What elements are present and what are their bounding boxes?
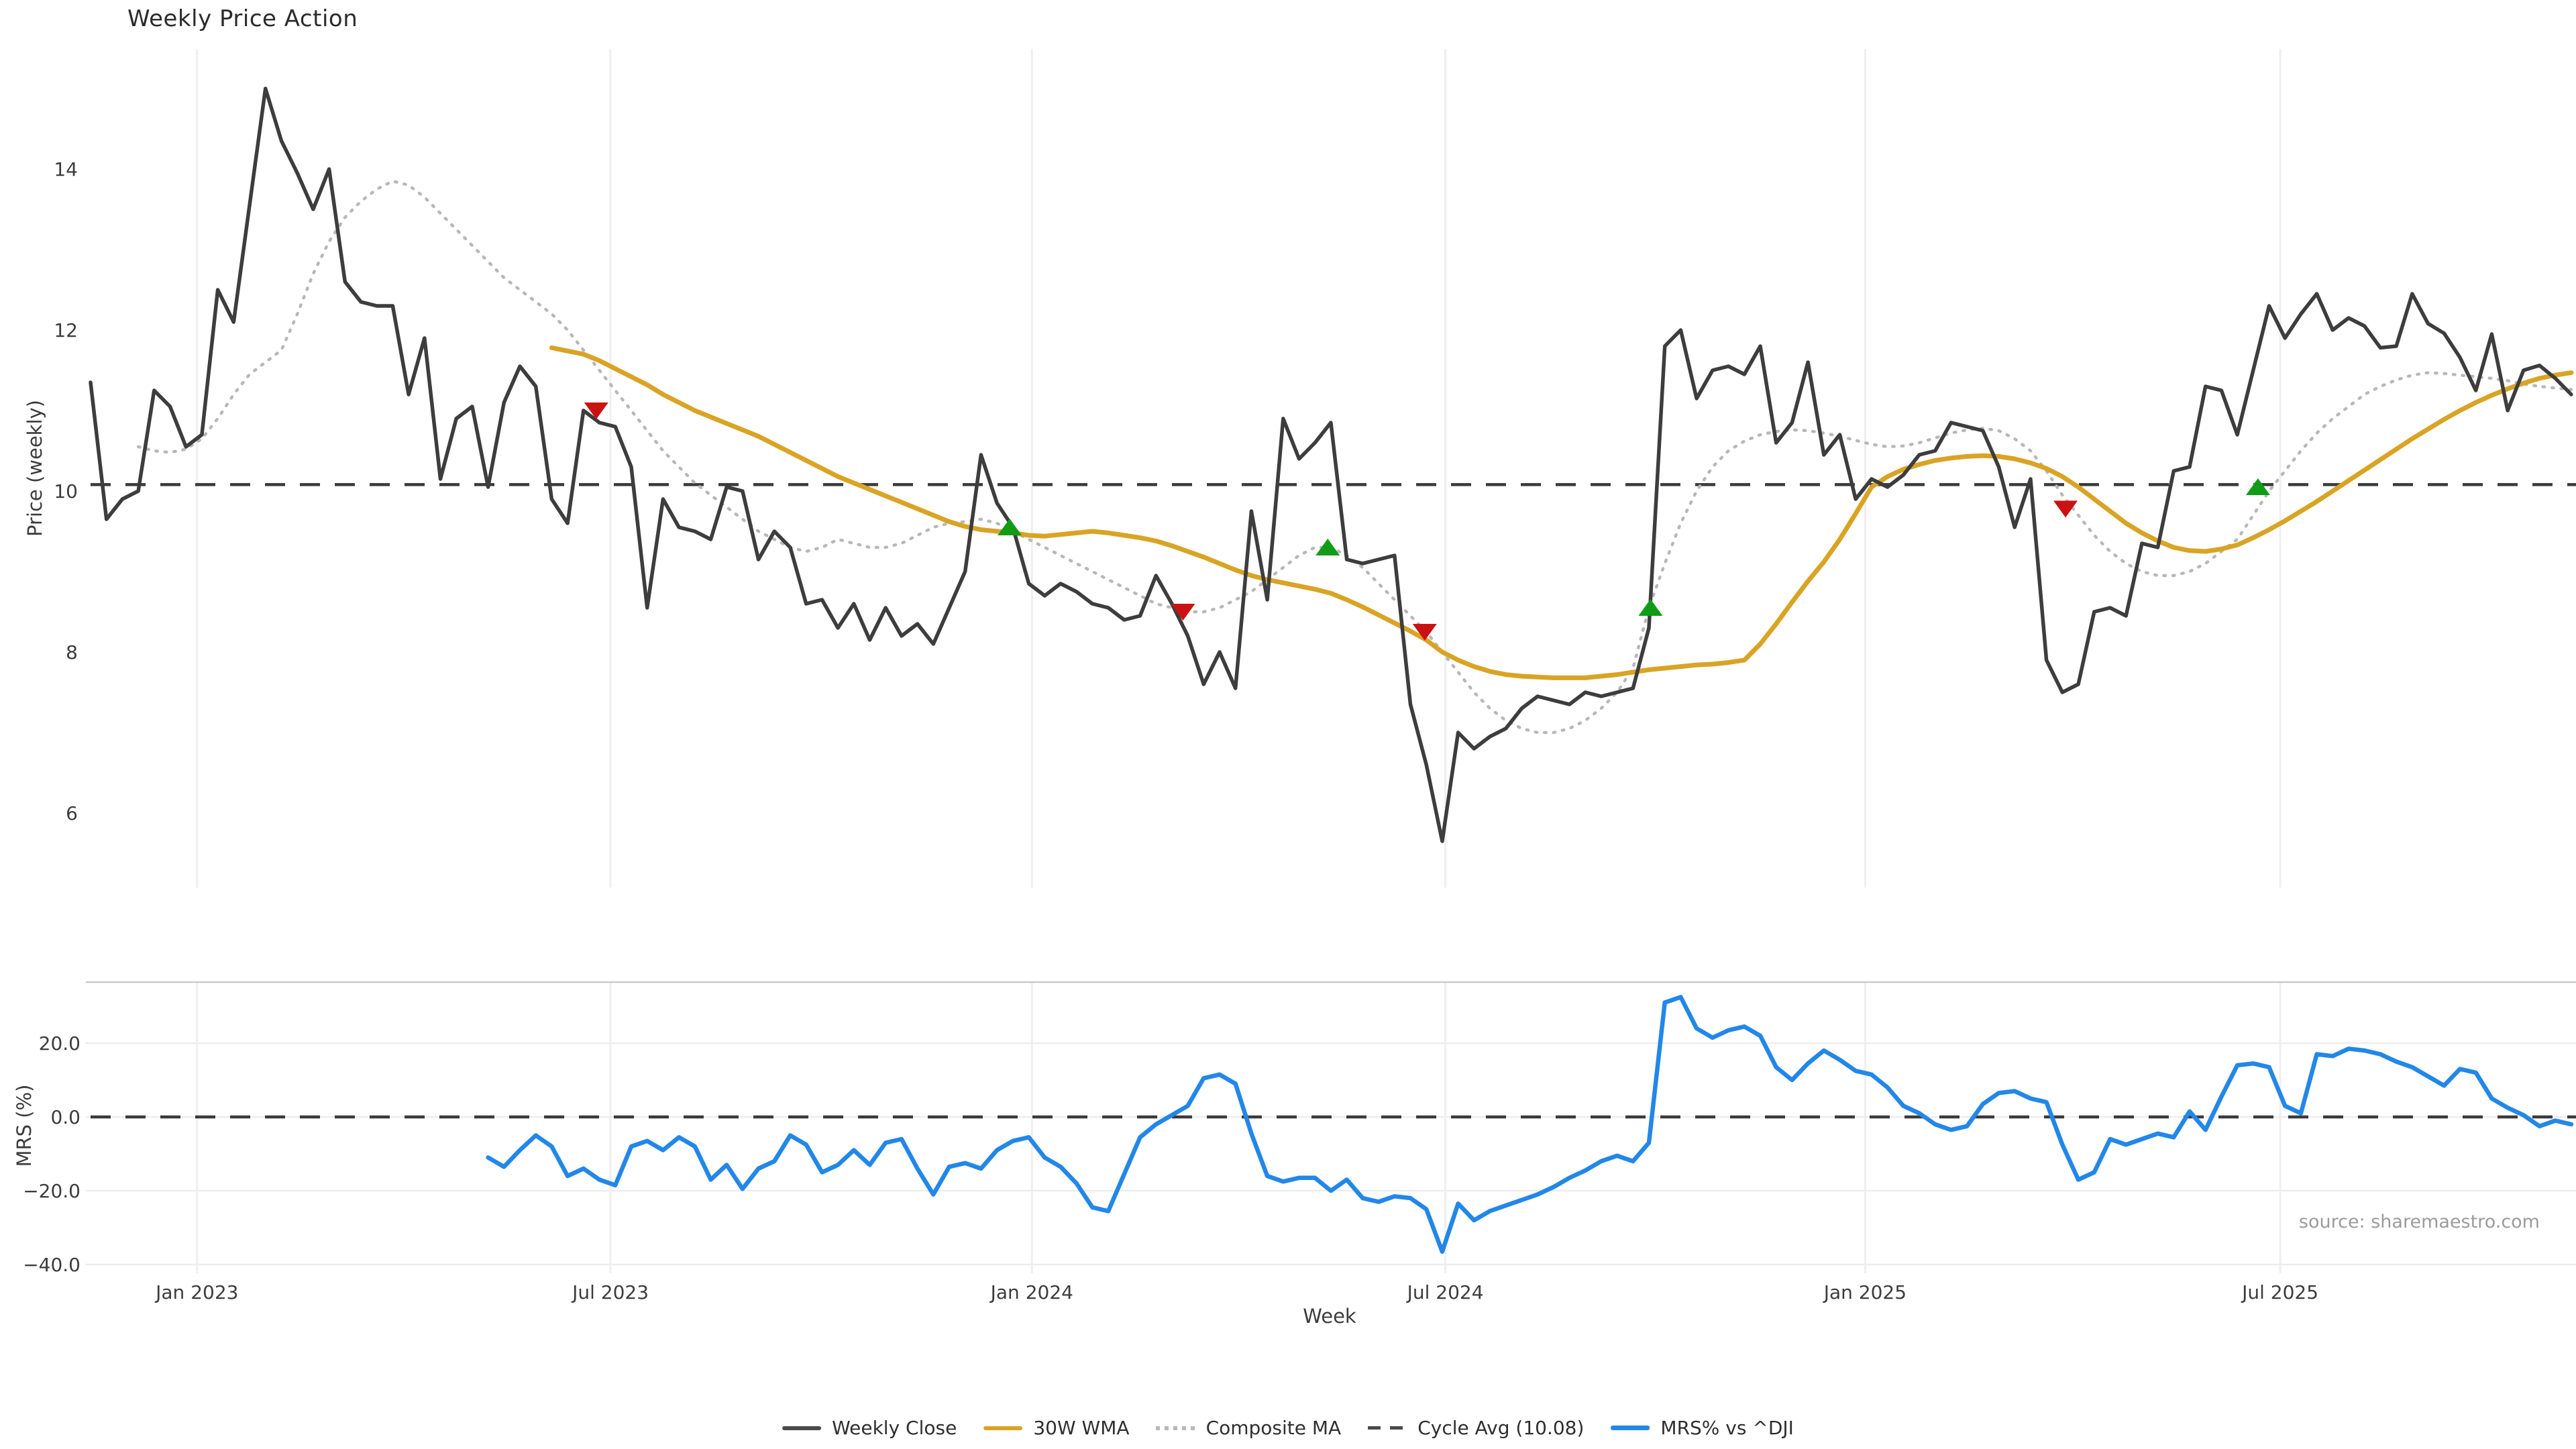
svg-text:Jan 2023: Jan 2023	[154, 1281, 238, 1303]
buy-signal-marker	[1638, 599, 1663, 616]
svg-text:Jul 2023: Jul 2023	[571, 1281, 649, 1303]
week-axis-label: Week	[1303, 1305, 1356, 1328]
sell-signal-marker	[584, 402, 608, 419]
legend-item-weekly-close: Weekly Close	[782, 1417, 957, 1439]
legend-label: 30W WMA	[1033, 1417, 1130, 1439]
buy-signal-marker	[2245, 478, 2270, 495]
legend-label: MRS% vs ^DJI	[1660, 1417, 1794, 1439]
buy-signal-marker	[1316, 539, 1340, 555]
legend-item-cycle-avg: Cycle Avg (10.08)	[1368, 1417, 1584, 1439]
sell-signal-marker	[1412, 624, 1437, 641]
svg-text:−20.0: −20.0	[23, 1180, 80, 1202]
svg-text:0.0: 0.0	[50, 1106, 80, 1128]
legend-label: Cycle Avg (10.08)	[1417, 1417, 1585, 1439]
svg-text:Jan 2025: Jan 2025	[1823, 1281, 1907, 1303]
sell-signal-marker	[1171, 604, 1195, 621]
legend-item-composite-ma: Composite MA	[1156, 1417, 1342, 1439]
price-axis-label: Price (weekly)	[23, 399, 46, 537]
svg-text:Jul 2024: Jul 2024	[1406, 1281, 1484, 1303]
wma-line-swatch-icon	[983, 1426, 1023, 1430]
source-credit: source: sharemaestro.com	[2298, 1212, 2540, 1232]
svg-text:Jan 2024: Jan 2024	[989, 1281, 1073, 1303]
svg-text:20.0: 20.0	[39, 1032, 80, 1055]
legend-label: Weekly Close	[832, 1417, 957, 1439]
svg-text:14: 14	[54, 158, 78, 180]
legend: Weekly Close 30W WMA Composite MA Cycle …	[782, 1417, 1794, 1439]
buy-signal-marker	[998, 519, 1022, 535]
legend-item-mrs: MRS% vs ^DJI	[1611, 1417, 1794, 1439]
mrs-axis-label: MRS (%)	[13, 1084, 36, 1167]
svg-text:10: 10	[54, 480, 78, 502]
svg-text:Jul 2025: Jul 2025	[2241, 1281, 2318, 1303]
legend-label: Composite MA	[1205, 1417, 1342, 1439]
svg-text:6: 6	[66, 802, 78, 824]
composite-ma-line-swatch-icon	[1156, 1426, 1195, 1430]
mrs-line-swatch-icon	[1611, 1426, 1650, 1430]
svg-text:12: 12	[54, 319, 78, 341]
svg-text:−40.0: −40.0	[23, 1254, 80, 1276]
cycle-avg-line-swatch-icon	[1368, 1426, 1407, 1430]
page-title: Weekly Price Action	[127, 5, 358, 32]
legend-item-30w-wma: 30W WMA	[983, 1417, 1130, 1439]
sell-signal-marker	[2053, 500, 2078, 518]
svg-text:8: 8	[66, 641, 78, 663]
weekly-close-line-swatch-icon	[782, 1426, 822, 1430]
